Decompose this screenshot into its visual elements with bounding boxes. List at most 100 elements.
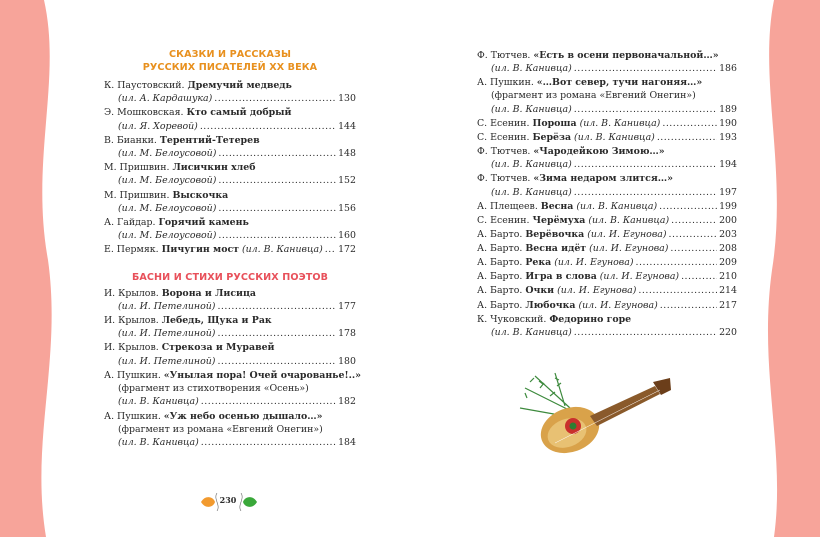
entry-title-line: И. Крылов. Лебедь, Щука и Рак (104, 314, 356, 327)
entry-title-line: И. Крылов. Стрекоза и Муравей (104, 341, 356, 354)
dot-leader (670, 242, 717, 255)
dot-leader (660, 299, 717, 312)
entry-title-line: А. Барто. Любочка (ил. И. Егунова) 217 (477, 299, 737, 312)
entry-page-number: 210 (719, 271, 737, 283)
entry-illustrator: (ил. В. Канивца) (491, 63, 572, 75)
entry-title: Черёмуха (532, 214, 586, 226)
entry-title-line: К. Чуковский. Федорино горе (477, 313, 737, 326)
entry-title-line: М. Пришвин. Лисичкин хлеб (104, 161, 356, 174)
lute-with-fir-branch-icon (519, 372, 671, 454)
entry-title-line: А. Барто. Верёвочка (ил. И. Егунова) 203 (477, 228, 737, 241)
entry-note-text: (фрагмент из романа «Евгений Онегин») (118, 423, 323, 435)
entry-title: «…Вот север, тучи нагоняя…» (536, 77, 703, 89)
entry-illustrator: (ил. И. Егунова) (557, 285, 637, 297)
toc-right-column: Ф. Тютчев. «Есть в осени первоначальной…… (477, 48, 737, 339)
dot-leader (217, 327, 336, 340)
dot-leader (201, 395, 336, 408)
toc-entry: И. Крылов. Лебедь, Щука и Рак (ил. И. Пет… (104, 314, 356, 341)
entry-illustrator: (ил. А. Кардашука) (118, 93, 213, 105)
entry-title: Верёвочка (525, 229, 585, 241)
entry-title: Ворона и Лисица (161, 287, 257, 299)
entry-page-line: (ил. М. Белоусовой) 152 (104, 174, 356, 187)
entry-title: Стрекоза и Муравей (161, 342, 275, 354)
entry-title-line: М. Пришвин. Выскочка (104, 189, 356, 202)
dot-leader (662, 117, 717, 130)
entry-page-number: 152 (338, 175, 356, 187)
entry-illustrator: (ил. В. Канивца) (491, 159, 572, 171)
entry-page-line: (ил. М. Белоусовой) 148 (104, 147, 356, 160)
entry-illustrator: (ил. В. Канивца) (588, 214, 670, 226)
entry-author: А. Пушкин. (104, 410, 161, 422)
entry-page-number: 209 (719, 257, 737, 269)
entry-page-number: 194 (719, 159, 737, 171)
entry-title-line: А. Пушкин. «…Вот север, тучи нагоняя…» (477, 76, 737, 89)
entry-title: Пичугин мост (161, 244, 239, 256)
entry-illustrator: (ил. В. Канивца) (491, 103, 572, 115)
entry-title: Лебедь, Щука и Рак (161, 315, 272, 327)
entry-page-line: (ил. И. Петелиной) 178 (104, 327, 356, 340)
entry-title-line: А. Пушкин. «Унылая пора! Очей очарованье… (104, 369, 361, 382)
entry-title: Весна идёт (525, 243, 587, 255)
entry-page-number: 220 (719, 326, 737, 338)
entry-title: Берёза (532, 131, 572, 143)
entry-illustrator: (ил. И. Егунова) (589, 243, 669, 255)
toc-entry: Е. Пермяк. Пичугин мост (ил. В. Канивца)… (104, 243, 356, 256)
entry-illustrator: (ил. М. Белоусовой) (118, 175, 217, 187)
entry-author: К. Чуковский. (477, 313, 547, 325)
toc-entry: М. Пришвин. Выскочка(ил. М. Белоусовой) 1… (104, 189, 356, 216)
entry-author: С. Есенин. (477, 117, 530, 129)
entry-author: А. Барто. (477, 229, 523, 241)
entry-title-line: Ф. Тютчев. «Чародейкою Зимою…» (477, 145, 737, 158)
dot-leader (657, 131, 717, 144)
toc-entry: Ф. Тютчев. «Есть в осени первоначальной…… (477, 49, 737, 76)
toc-entry: В. Бианки. Терентий-Тетерев (ил. М. Белоу… (104, 134, 356, 161)
entry-page-number: 203 (719, 229, 737, 241)
entry-illustrator: (ил. В. Канивца) (576, 200, 658, 212)
entry-page-line: (ил. В. Канивца) 186 (477, 62, 737, 75)
entry-author: Э. Мошковская. (104, 107, 184, 119)
dot-leader (217, 355, 336, 368)
entry-illustrator: (ил. И. Петелиной) (118, 300, 216, 312)
entry-title: «Уж небо осенью дышало…» (163, 410, 323, 422)
entry-page-number: 148 (338, 148, 356, 160)
entry-title: Игра в слова (525, 271, 597, 283)
entry-page-number: 208 (719, 243, 737, 255)
dot-leader (659, 200, 717, 213)
entry-illustrator: (ил. В. Канивца) (118, 396, 199, 408)
toc-left-column: СКАЗКИ И РАССКАЗЫ РУССКИХ ПИСАТЕЛЕЙ XX В… (104, 48, 361, 450)
dot-leader (636, 256, 718, 269)
entry-title-line: В. Бианки. Терентий-Тетерев (104, 134, 356, 147)
entry-author: А. Барто. (477, 257, 523, 269)
toc-list-tales: К. Паустовский. Дремучий медведь (ил. А. … (104, 79, 356, 257)
toc-entry: А. Гайдар. Горячий камень (ил. М. Белоусо… (104, 216, 356, 243)
entry-page-number: 180 (338, 355, 356, 367)
entry-page-line: (ил. И. Петелиной) 177 (104, 300, 356, 313)
toc-entry: А. Пушкин. «Уж небо осенью дышало…» (фраг… (104, 410, 356, 450)
entry-page-number: 172 (338, 244, 356, 256)
entry-author: В. Бианки. (104, 134, 157, 146)
toc-entry: А. Барто. Весна идёт (ил. И. Егунова) 208 (477, 242, 737, 255)
entry-illustrator: (ил. И. Егунова) (599, 271, 680, 283)
dot-leader (574, 326, 717, 339)
entry-page-number: 214 (719, 285, 737, 297)
entry-illustrator: (ил. Я. Хоревой) (118, 120, 198, 132)
dot-leader (574, 103, 717, 116)
section-title-fables: БАСНИ И СТИХИ РУССКИХ ПОЭТОВ (131, 271, 329, 283)
toc-entry: А. Пушкин. «…Вот север, тучи нагоняя…» (ф… (477, 76, 737, 116)
entry-author: А. Пушкин. (104, 369, 161, 381)
entry-title: «Зима недаром злится…» (533, 173, 673, 185)
dot-leader (574, 62, 717, 75)
entry-page-number: 130 (338, 93, 356, 105)
toc-entry: Ф. Тютчев. «Зима недаром злится…» (ил. В.… (477, 172, 737, 199)
entry-illustrator: (ил. В. Канивца) (491, 326, 572, 338)
entry-note-text: (фрагмент из стихотворения «Осень») (118, 383, 309, 395)
entry-page-line: (ил. В. Канивца) 184 (104, 436, 356, 449)
entry-illustrator: (ил. В. Канивца) (241, 244, 323, 256)
entry-illustrator: (ил. В. Канивца) (574, 131, 655, 143)
page-edge-left (0, 0, 52, 537)
entry-title: Очки (525, 285, 555, 297)
entry-title-line: И. Крылов. Ворона и Лисица (104, 287, 356, 300)
entry-author: А. Барто. (477, 271, 523, 283)
toc-entry: С. Есенин. Берёза (ил. В. Канивца) 193 (477, 131, 737, 144)
toc-entry: А. Барто. Река (ил. И. Егунова) 209 (477, 256, 737, 269)
